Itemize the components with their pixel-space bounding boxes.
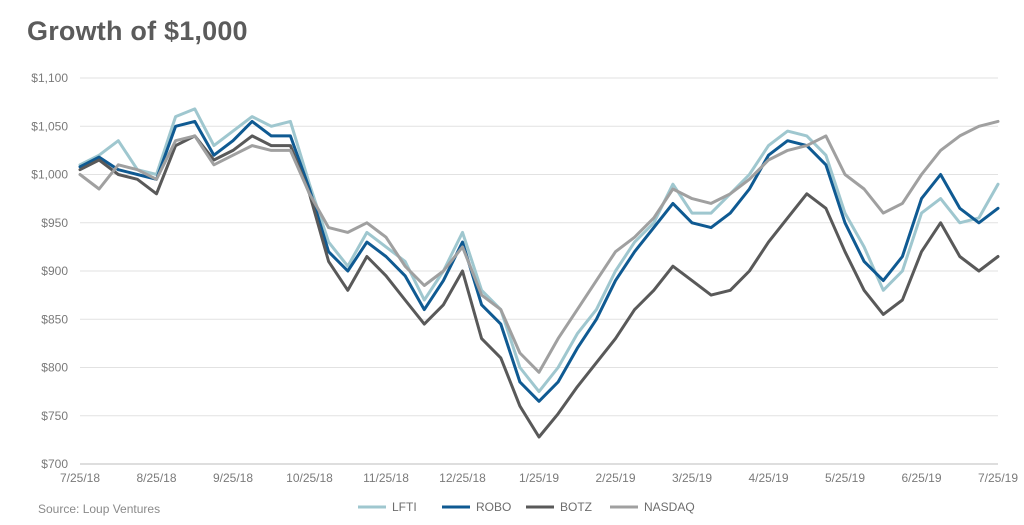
y-tick-label: $850 bbox=[41, 312, 68, 326]
legend-label-nasdaq: NASDAQ bbox=[644, 500, 695, 514]
x-tick-label: 1/25/19 bbox=[519, 471, 559, 485]
legend-label-lfti: LFTI bbox=[392, 500, 417, 514]
x-tick-label: 8/25/18 bbox=[136, 471, 176, 485]
x-tick-label: 10/25/18 bbox=[286, 471, 333, 485]
y-tick-label: $700 bbox=[41, 457, 68, 471]
series-line-robo bbox=[78, 119, 1000, 403]
x-tick-label: 12/25/18 bbox=[439, 471, 486, 485]
legend-label-botz: BOTZ bbox=[560, 500, 592, 514]
chart-title: Growth of $1,000 bbox=[27, 16, 248, 46]
y-tick-label: $750 bbox=[41, 409, 68, 423]
source-note: Source: Loup Ventures bbox=[38, 502, 161, 516]
series-line-lfti bbox=[78, 107, 1000, 394]
x-tick-label: 9/25/18 bbox=[213, 471, 253, 485]
series-lines bbox=[78, 107, 1000, 439]
grid-lines bbox=[80, 77, 998, 465]
y-tick-label: $1,000 bbox=[31, 168, 68, 182]
series-line-botz bbox=[78, 134, 1000, 439]
x-tick-label: 5/25/19 bbox=[825, 471, 865, 485]
x-tick-label: 4/25/19 bbox=[748, 471, 788, 485]
x-tick-label: 7/25/18 bbox=[60, 471, 100, 485]
series-line-nasdaq bbox=[78, 119, 1000, 374]
y-tick-label: $950 bbox=[41, 216, 68, 230]
x-tick-label: 11/25/18 bbox=[363, 471, 409, 485]
x-tick-label: 6/25/19 bbox=[901, 471, 941, 485]
legend: LFTI ROBO BOTZ NASDAQ bbox=[358, 500, 695, 514]
y-tick-label: $1,050 bbox=[31, 119, 68, 133]
y-axis: $700 $750 $800 $850 $900 $950 $1,000 $1,050 $1,1… bbox=[31, 71, 68, 471]
x-tick-label: 2/25/19 bbox=[595, 471, 635, 485]
x-axis: 7/25/18 8/25/18 9/25/18 10/25/18 11/25/18 12/… bbox=[60, 471, 1018, 485]
y-tick-label: $1,100 bbox=[31, 71, 68, 85]
y-tick-label: $900 bbox=[41, 264, 68, 278]
x-tick-label: 7/25/19 bbox=[978, 471, 1018, 485]
x-tick-label: 3/25/19 bbox=[672, 471, 712, 485]
y-tick-label: $800 bbox=[41, 361, 68, 375]
legend-label-robo: ROBO bbox=[476, 500, 511, 514]
